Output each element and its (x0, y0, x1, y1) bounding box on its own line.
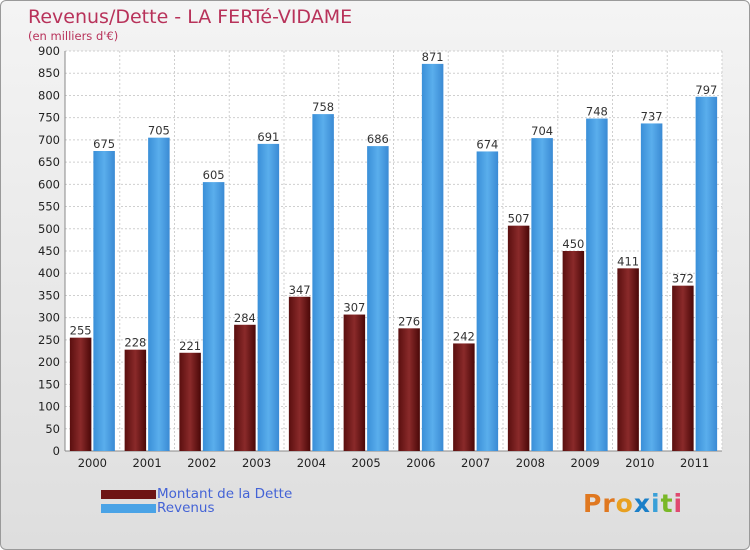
y-tick-label: 800 (38, 88, 60, 102)
y-tick-label: 0 (53, 444, 60, 458)
bar-revenue (586, 118, 608, 452)
x-tick-label: 2000 (78, 456, 107, 470)
x-tick-label: 2002 (187, 456, 216, 470)
data-label-revenue: 675 (93, 137, 115, 151)
x-tick-label: 2011 (680, 456, 709, 470)
bar-debt (288, 296, 311, 451)
data-label-debt: 255 (70, 324, 92, 338)
x-tick-label: 2007 (461, 456, 490, 470)
legend-swatch-revenue (101, 503, 156, 513)
bar-revenue (476, 151, 499, 451)
y-tick-label: 600 (38, 177, 60, 191)
x-tick-label: 2010 (625, 456, 654, 470)
legend-label-debt: Montant de la Dette (157, 486, 293, 502)
logo-letter: P (583, 489, 603, 518)
data-label-revenue: 797 (695, 83, 717, 97)
bar-revenue (257, 143, 280, 451)
x-tick-label: 2004 (297, 456, 326, 470)
logo-letter: i (651, 489, 661, 518)
data-label-debt: 221 (179, 339, 201, 353)
data-label-revenue: 686 (367, 132, 389, 146)
data-label-debt: 347 (289, 283, 311, 297)
bar-debt (507, 225, 530, 451)
bar-debt (234, 324, 256, 451)
y-tick-label: 650 (38, 155, 60, 169)
legend: Montant de la Dette Revenus (101, 486, 293, 516)
data-label-revenue: 605 (203, 168, 225, 182)
x-tick-label: 2008 (516, 456, 545, 470)
y-tick-label: 150 (38, 377, 60, 391)
bar-revenue (312, 114, 334, 451)
bar-debt (398, 328, 420, 451)
legend-item-debt: Montant de la Dette (101, 486, 293, 502)
data-label-debt: 284 (234, 311, 256, 325)
data-label-debt: 450 (562, 237, 584, 251)
x-tick-label: 2006 (406, 456, 435, 470)
logo-letter: x (633, 489, 651, 518)
y-tick-label: 350 (38, 288, 60, 302)
proxiti-logo: Proxiti (583, 489, 683, 518)
y-tick-label: 200 (38, 355, 60, 369)
data-label-revenue: 871 (422, 50, 444, 64)
y-tick-label: 250 (38, 333, 60, 347)
data-label-revenue: 674 (476, 137, 498, 151)
data-label-revenue: 691 (257, 130, 279, 144)
bar-debt (453, 343, 475, 451)
data-label-revenue: 748 (586, 105, 608, 119)
bar-debt (672, 285, 694, 451)
logo-letter: r (602, 489, 616, 518)
data-label-revenue: 758 (312, 100, 334, 114)
y-tick-label: 700 (38, 133, 60, 147)
data-label-debt: 307 (343, 301, 365, 315)
y-tick-label: 50 (45, 422, 60, 436)
legend-swatch-debt (101, 489, 156, 499)
legend-label-revenue: Revenus (157, 500, 215, 516)
logo-letter: t (660, 489, 674, 518)
bar-revenue (367, 146, 389, 451)
bar-debt (617, 268, 639, 451)
data-label-debt: 276 (398, 314, 420, 328)
x-tick-label: 2003 (242, 456, 271, 470)
y-tick-label: 850 (38, 66, 60, 80)
bar-debt (179, 352, 201, 451)
y-tick-label: 450 (38, 244, 60, 258)
chart-subtitle: (en milliers d'€) (28, 29, 119, 43)
bar-revenue (202, 182, 225, 451)
x-tick-label: 2009 (570, 456, 599, 470)
bar-revenue (640, 123, 663, 451)
y-tick-label: 100 (38, 400, 60, 414)
data-label-debt: 228 (124, 336, 146, 350)
logo-letter: o (615, 489, 634, 518)
bar-debt (343, 314, 366, 451)
data-label-revenue: 704 (531, 124, 553, 138)
bar-debt (562, 251, 585, 451)
bar-revenue (93, 151, 115, 451)
data-label-debt: 242 (453, 329, 475, 343)
bar-revenue (531, 138, 553, 451)
chart-title: Revenus/Dette - LA FERTé-VIDAME (28, 6, 353, 28)
data-label-debt: 372 (672, 272, 694, 286)
data-label-debt: 507 (508, 212, 530, 226)
bar-debt (69, 337, 92, 451)
bar-revenue (148, 137, 170, 451)
data-label-revenue: 737 (641, 109, 663, 123)
y-tick-label: 400 (38, 266, 60, 280)
data-label-debt: 411 (617, 254, 639, 268)
x-tick-label: 2005 (351, 456, 380, 470)
y-tick-label: 300 (38, 311, 60, 325)
x-tick-label: 2001 (132, 456, 161, 470)
y-tick-label: 750 (38, 111, 60, 125)
legend-item-revenue: Revenus (101, 500, 292, 516)
bar-debt (124, 349, 147, 451)
y-tick-label: 550 (38, 200, 60, 214)
y-tick-label: 500 (38, 222, 60, 236)
data-label-revenue: 705 (148, 124, 170, 138)
bar-revenue (695, 96, 718, 452)
logo-letter: i (673, 489, 684, 518)
bar-revenue (421, 63, 444, 452)
y-tick-label: 900 (38, 44, 60, 58)
